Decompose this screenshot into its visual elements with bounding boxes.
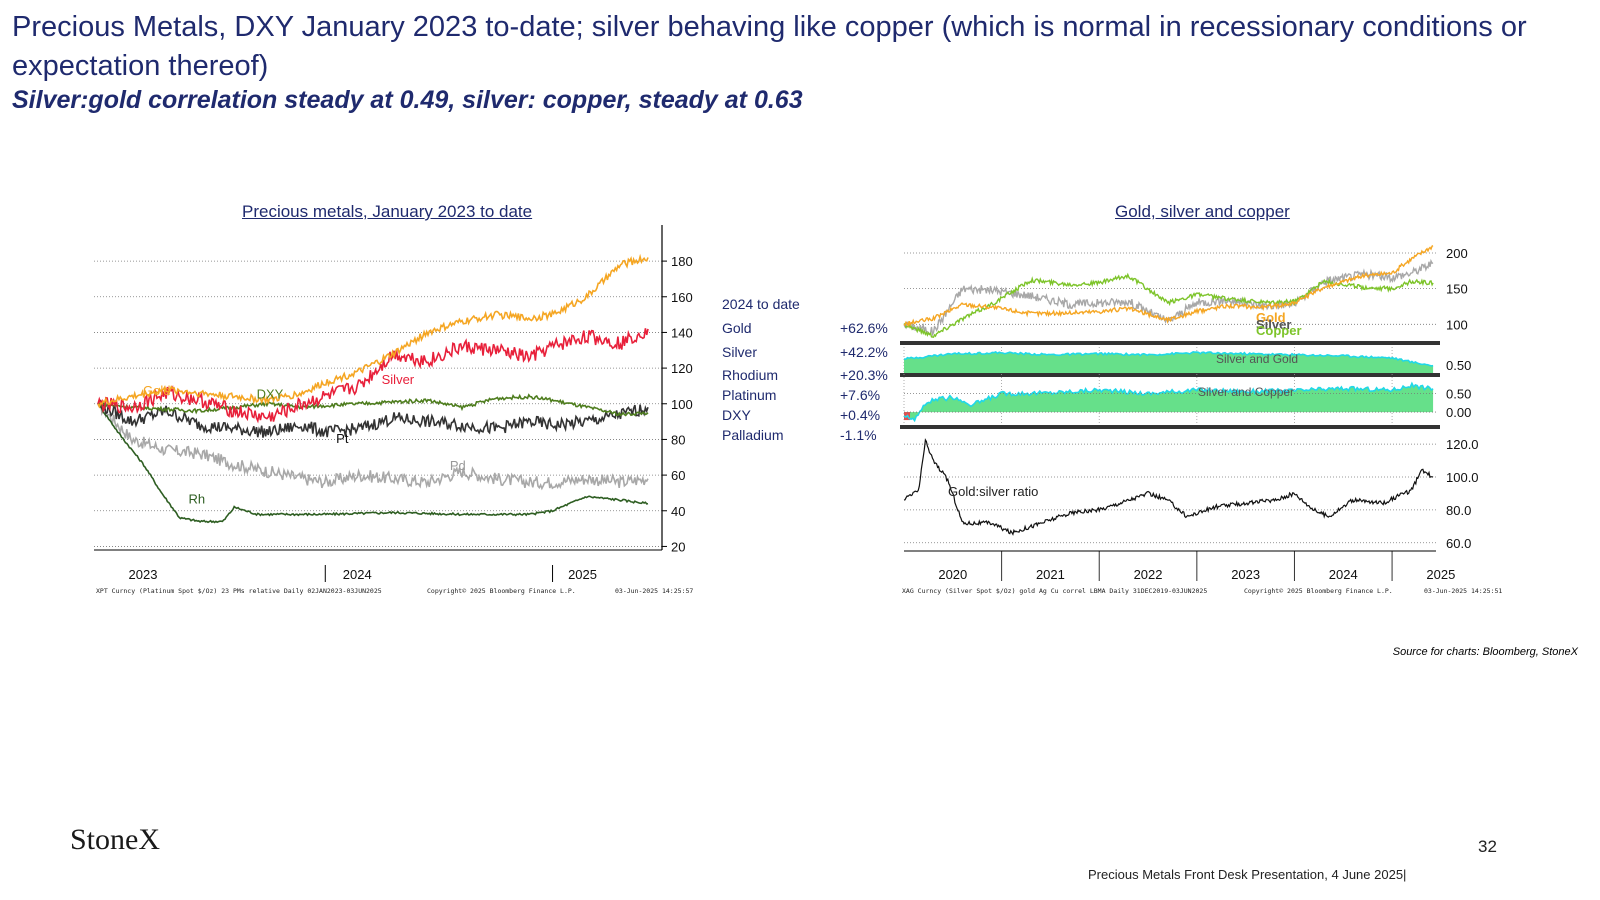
y-tick-label: 100.0	[1446, 470, 1479, 485]
x-tick-label: 2021	[1036, 567, 1065, 582]
y-tick-label: 40	[671, 504, 685, 519]
series-platinum	[97, 399, 649, 438]
y-tick-label: 60.0	[1446, 536, 1471, 551]
y-tick-label: 20	[671, 539, 685, 554]
series-label-platinum: Pt	[336, 431, 349, 446]
y-tick-label: 160	[671, 290, 693, 305]
page-title: Precious Metals, DXY January 2023 to-dat…	[12, 11, 1527, 82]
x-tick-label: 2022	[1134, 567, 1163, 582]
y-tick-label: 140	[671, 325, 693, 340]
y-tick-label: 200	[1446, 246, 1468, 261]
y-tick-label: 0.50	[1446, 358, 1471, 373]
x-tick-label: 2023	[129, 567, 158, 582]
right-chart-title: Gold, silver and copper	[1115, 202, 1290, 221]
panel-separator	[900, 341, 1440, 345]
series-copper	[903, 272, 1434, 338]
y-tick-label: 100	[1446, 317, 1468, 332]
series-palladium	[97, 399, 649, 491]
series-dxy	[97, 393, 649, 417]
left-footer-left: XPT Curncy (Platinum Spot $/Oz) 23 PMs r…	[96, 587, 382, 595]
y-tick-label: 150	[1446, 282, 1468, 297]
series-label-copper: Copper	[1256, 323, 1302, 338]
legend-label-gold: Gold	[722, 320, 752, 336]
series-label-palladium: Pd	[450, 458, 466, 473]
page-subtitle: Silver:gold correlation steady at 0.49, …	[12, 86, 803, 114]
y-tick-label: 120	[671, 361, 693, 376]
y-tick-label: 80.0	[1446, 503, 1471, 518]
left-chart: 20 40 60 80 100 120 140 160 180 2023 2024 2025 Gold D…	[94, 225, 693, 595]
series-label-silver: Silver	[1256, 317, 1291, 332]
series-label-gold: Gold	[1256, 310, 1286, 325]
footer-text: Precious Metals Front Desk Presentation,…	[1088, 867, 1407, 882]
series-label-rhodium: Rh	[188, 492, 205, 507]
area-silver-copper	[904, 383, 1434, 421]
legend-label-platinum: Platinum	[722, 387, 777, 403]
legend-value-rhodium: +20.3%	[840, 367, 888, 383]
series-silver	[903, 258, 1434, 337]
left-footer-right: 03-Jun-2025 14:25:57	[615, 587, 693, 595]
x-tick-label: 2025	[568, 567, 597, 582]
y-tick-label: 180	[671, 254, 693, 269]
series-gold	[903, 245, 1434, 328]
series-rhodium	[97, 403, 649, 524]
legend-value-silver: +42.2%	[840, 344, 888, 360]
right-footer-mid: Copyright© 2025 Bloomberg Finance L.P.	[1244, 587, 1393, 595]
series-label-dxy: DXY	[257, 386, 284, 401]
legend-label-dxy: DXY	[722, 407, 751, 423]
series-label-gold: Gold	[143, 383, 170, 398]
x-tick-label: 2024	[343, 567, 372, 582]
panel-separator	[900, 373, 1440, 377]
legend-value-dxy: +0.4%	[840, 407, 881, 423]
series-label-silver-gold: Silver and Gold	[1216, 352, 1298, 366]
series-gold-silver-ratio	[903, 438, 1434, 536]
legend-label-rhodium: Rhodium	[722, 367, 779, 383]
x-tick-label: 2025	[1426, 567, 1455, 582]
series-silver-gold-corr	[903, 350, 1434, 367]
series-silver	[97, 328, 649, 424]
y-tick-label: 60	[671, 468, 685, 483]
legend-value-palladium: -1.1%	[840, 427, 877, 443]
area-silver-gold	[904, 351, 1434, 373]
right-chart: 2020 2021 2022 2023 2024 2025100150200GoldSil…	[900, 245, 1502, 595]
right-footer-left: XAG Curncy (Silver Spot $/Oz) gold Ag Cu…	[902, 587, 1207, 595]
legend-label-silver: Silver	[722, 344, 758, 360]
legend-value-gold: +62.6%	[840, 320, 888, 336]
y-tick-label: 120.0	[1446, 437, 1479, 452]
source-note: Source for charts: Bloomberg, StoneX	[1392, 646, 1578, 658]
page-number: 32	[1478, 837, 1497, 856]
series-gold	[97, 253, 649, 409]
left-footer-mid: Copyright© 2025 Bloomberg Finance L.P.	[427, 587, 576, 595]
x-tick-label: 2023	[1231, 567, 1260, 582]
y-tick-label: 0.50	[1446, 387, 1471, 402]
legend-value-platinum: +7.6%	[840, 387, 881, 403]
series-label-ratio: Gold:silver ratio	[948, 484, 1038, 499]
x-tick-label: 2020	[938, 567, 967, 582]
x-tick-label: 2024	[1329, 567, 1358, 582]
left-chart-title: Precious metals, January 2023 to date	[242, 202, 533, 221]
series-label-silver-copper: Silver and Copper	[1198, 385, 1294, 399]
y-tick-label: 80	[671, 432, 685, 447]
stonex-logo: StoneX	[70, 823, 160, 856]
series-label-silver: Silver	[382, 372, 415, 387]
y-tick-label: 100	[671, 397, 693, 412]
right-footer-right: 03-Jun-2025 14:25:51	[1424, 587, 1502, 595]
legend-title: 2024 to date	[722, 296, 800, 312]
series-silver-copper-corr	[903, 381, 1434, 423]
y-tick-label: 0.00	[1446, 405, 1471, 420]
legend-label-palladium: Palladium	[722, 427, 784, 443]
panel-separator	[900, 425, 1440, 429]
